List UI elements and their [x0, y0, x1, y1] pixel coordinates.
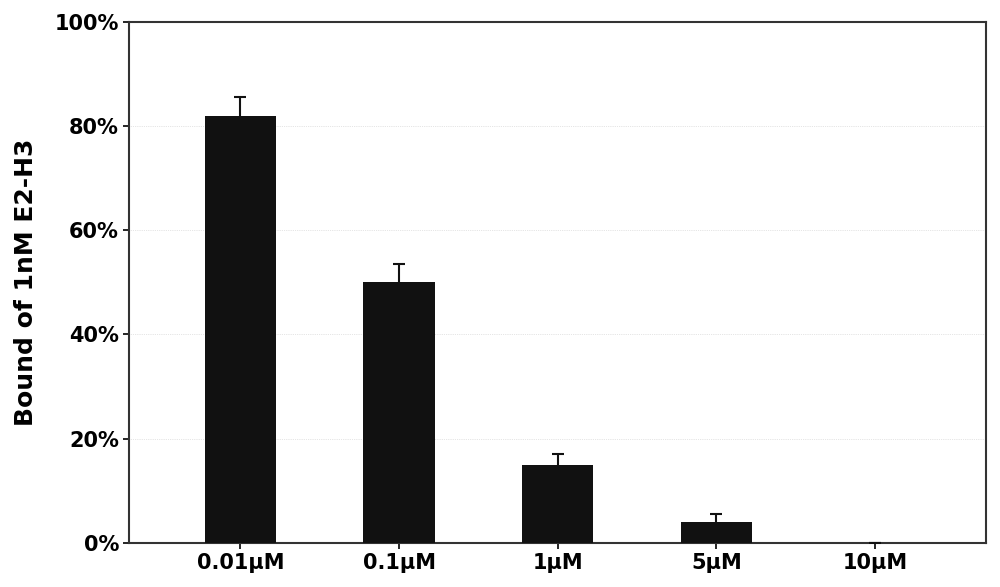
Bar: [363, 282, 435, 543]
Bar: [681, 522, 752, 543]
Bar: [522, 464, 593, 543]
Y-axis label: Bound of 1nM E2-H3: Bound of 1nM E2-H3: [14, 139, 38, 426]
Bar: [205, 116, 276, 543]
